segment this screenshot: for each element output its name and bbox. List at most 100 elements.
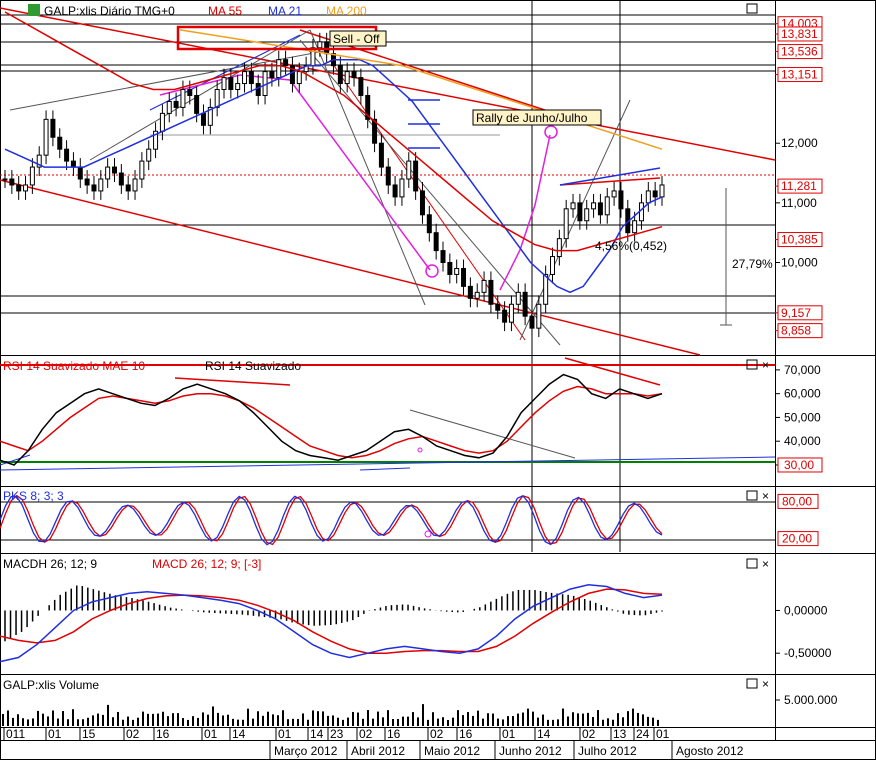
maximize-icon[interactable] xyxy=(746,678,758,689)
volume-bar xyxy=(257,711,259,726)
candle-body xyxy=(419,190,425,216)
x-axis: 011 01 15 02 16 01 14 01 14 23 02 16 02 16 01 14 02 13 24 0… xyxy=(3,727,744,760)
price-axis-label: 11,281 xyxy=(781,179,817,193)
price-axis-label: 13,536 xyxy=(781,45,818,59)
x-month-label: Maio 2012 xyxy=(424,744,480,758)
volume-bar xyxy=(372,718,374,726)
close-icon[interactable]: × xyxy=(762,557,769,571)
volume-bar xyxy=(27,719,29,726)
marker-circle xyxy=(544,125,558,139)
volume-bar xyxy=(212,706,214,726)
volume-bars xyxy=(2,704,659,726)
volume-bar xyxy=(167,716,169,726)
volume-bar xyxy=(222,715,224,726)
volume-bar xyxy=(182,718,184,726)
candle-body xyxy=(502,309,508,323)
ma55-line xyxy=(4,11,663,252)
candle-body xyxy=(645,190,651,204)
price-axis-label: 13,151 xyxy=(781,68,818,82)
candle-body xyxy=(43,118,49,156)
pks-axis: 80,00 20,00 xyxy=(777,493,819,547)
candle-body xyxy=(365,94,371,120)
volume-bar xyxy=(602,719,604,726)
x-day-label: 02 xyxy=(430,727,444,741)
candle-body xyxy=(317,41,323,49)
candle-body xyxy=(467,285,473,299)
volume-bar xyxy=(227,714,229,726)
volume-bar xyxy=(62,711,64,726)
x-day-label: 16 xyxy=(387,727,401,741)
pks-k-line xyxy=(0,495,663,546)
volume-bar xyxy=(537,717,539,726)
maximize-icon[interactable] xyxy=(746,3,758,14)
x-day-label: 14 xyxy=(310,727,324,741)
candle-body xyxy=(652,190,658,198)
candle-body xyxy=(508,303,514,323)
maximize-icon[interactable] xyxy=(746,558,758,569)
volume-bar xyxy=(592,717,594,726)
candle-body xyxy=(105,166,111,180)
x-month-label: Março 2012 xyxy=(274,744,338,758)
candle-body xyxy=(64,148,70,162)
volume-bar xyxy=(12,717,14,726)
close-icon[interactable]: × xyxy=(762,358,769,372)
candle-body xyxy=(84,178,90,186)
rsi-axis-label: 40,000 xyxy=(784,434,821,448)
maximize-icon[interactable] xyxy=(746,490,758,501)
close-icon[interactable]: × xyxy=(762,489,769,503)
candle-body xyxy=(187,89,193,96)
candle-body xyxy=(194,94,200,114)
volume-bar xyxy=(422,704,424,726)
volume-bar xyxy=(302,713,304,726)
volume-bar xyxy=(247,708,249,726)
volume-bar xyxy=(37,710,39,726)
volume-bar xyxy=(317,711,319,726)
volume-bar xyxy=(2,714,4,726)
volume-bar xyxy=(532,711,534,726)
volume-bar xyxy=(67,719,69,726)
volume-bar xyxy=(137,717,139,726)
x-day-label: 01 xyxy=(48,727,62,741)
volume-bar xyxy=(467,712,469,726)
volume-bar xyxy=(107,704,109,726)
x-day-label: 01 xyxy=(278,727,292,741)
candle-body xyxy=(283,59,289,67)
candle-body xyxy=(372,118,378,144)
pks-marker xyxy=(424,530,432,538)
volume-bar xyxy=(192,716,194,726)
rsi-marker xyxy=(417,447,423,453)
volume-bar xyxy=(587,712,589,726)
candle-body xyxy=(29,166,35,186)
x-day-label: 14 xyxy=(537,727,551,741)
candle-body xyxy=(570,202,576,210)
volume-bar xyxy=(402,716,404,726)
candle-body xyxy=(242,71,248,85)
price-title: GALP:xlis Diário TMG+0 xyxy=(44,4,175,18)
pks-axis-label: 20,00 xyxy=(782,532,812,546)
volume-bar xyxy=(187,719,189,726)
rsi-axis-label: 50,000 xyxy=(784,410,821,424)
candle-body xyxy=(337,65,343,85)
ma21-line xyxy=(4,58,663,294)
volume-bar xyxy=(292,718,294,726)
rsi-axis-label: 60,000 xyxy=(784,387,821,401)
candle-body xyxy=(426,214,432,234)
volume-bar xyxy=(542,714,544,726)
rsi-trend-line xyxy=(0,454,31,466)
volume-bar xyxy=(392,719,394,726)
target-levels xyxy=(408,99,440,149)
volume-bar xyxy=(627,711,629,726)
candle-body xyxy=(255,83,261,96)
candle-body xyxy=(474,291,480,299)
macd-axis: 0,00000 -0,50000 xyxy=(775,603,832,660)
volume-bar xyxy=(142,711,144,726)
ma200-label: MA 200 xyxy=(326,4,367,18)
candle-body xyxy=(269,71,275,79)
maximize-icon[interactable] xyxy=(746,359,758,370)
candle-body xyxy=(50,118,56,138)
close-icon[interactable]: × xyxy=(762,677,769,691)
x-day-label: 01 xyxy=(502,727,516,741)
volume-bar xyxy=(347,717,349,726)
